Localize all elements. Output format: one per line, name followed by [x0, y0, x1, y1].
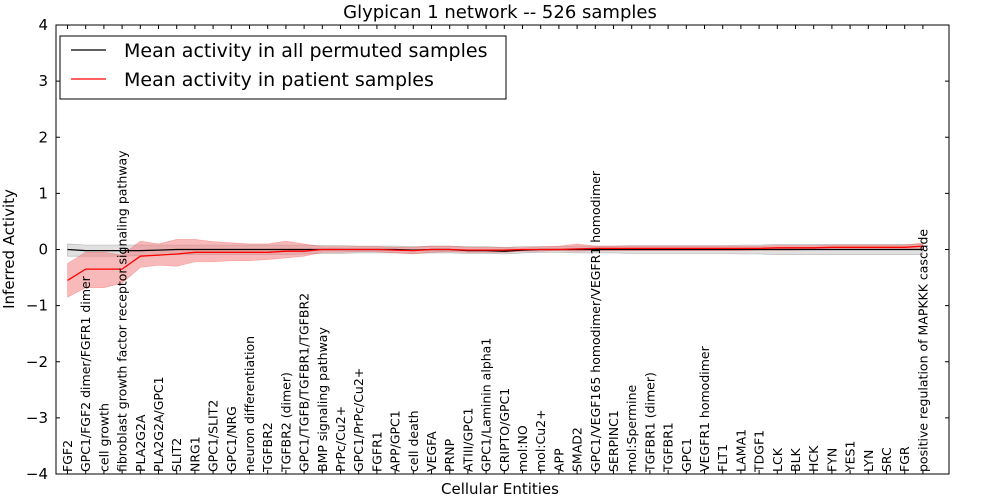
x-category-label: GPC1/PrPc/Cu2+: [351, 368, 366, 472]
x-category-label: CRIPTO/GPC1: [497, 388, 512, 472]
x-category-label: TDGF1: [752, 430, 767, 473]
x-category-label: VEGFA: [424, 431, 439, 472]
x-category-label: TGFBR1 (dimer): [642, 372, 657, 473]
legend-box: [59, 35, 507, 100]
x-category-label: PLA2G2A/GPC1: [151, 376, 166, 472]
x-category-label: neuron differentiation: [242, 336, 257, 472]
y-tick-label: −1: [26, 297, 48, 315]
x-category-label: FLT1: [715, 444, 730, 472]
x-category-label: BLK: [788, 447, 803, 472]
x-category-label: FYN: [824, 448, 839, 472]
legend-label-patient: Mean activity in patient samples: [124, 69, 434, 91]
x-category-label: GPC1/VEGF165 homodimer/VEGFR1 homodimer: [588, 170, 603, 472]
y-tick-label: −2: [26, 353, 48, 371]
y-tick-label: 2: [38, 128, 48, 146]
x-category-label: mol:NO: [515, 425, 530, 472]
x-category-label: TGFBR2: [260, 422, 275, 473]
x-category-label: FGF2: [60, 440, 75, 472]
x-category-label: positive regulation of MAPKKK cascade: [915, 229, 930, 472]
x-category-label: VEGFR1 homodimer: [697, 345, 712, 472]
y-tick-label: 1: [38, 184, 48, 202]
x-category-label: YES1: [843, 441, 858, 473]
x-category-label: SRC: [879, 447, 894, 472]
x-category-label: TGFBR1: [661, 422, 676, 473]
x-category-label: mol:Spermine: [624, 384, 639, 472]
x-category-label: SLIT2: [169, 438, 184, 472]
x-category-label: PRNP: [442, 438, 457, 472]
y-axis-label: Inferred Activity: [0, 189, 18, 309]
x-category-label: BMP signaling pathway: [315, 327, 330, 472]
x-category-label: NRG1: [187, 436, 202, 472]
series-lines: [67, 245, 923, 281]
x-category-label: GPC1/NRG: [224, 406, 239, 472]
x-category-label: GPC1/FGF2 dimer/FGFR1 dimer: [78, 275, 93, 472]
x-category-label: fibroblast growth factor receptor signal…: [115, 150, 130, 472]
x-category-label: cell growth: [96, 403, 111, 472]
y-tick-label: −3: [26, 409, 48, 427]
x-category-label: mol:Cu2+: [533, 409, 548, 472]
x-category-label: TGFBR2 (dimer): [278, 372, 293, 473]
y-tick-label: −4: [26, 465, 48, 483]
y-tick-label: 4: [38, 16, 48, 34]
y-axis-ticks: −4 −3 −2 −1 0 1 2 3 4: [26, 16, 949, 483]
x-category-label: GPC1/SLIT2: [206, 400, 221, 472]
x-category-label: cell death: [406, 410, 421, 472]
x-category-label: APP/GPC1: [388, 410, 403, 472]
legend-label-permuted: Mean activity in all permuted samples: [124, 40, 487, 62]
x-category-label: LYN: [861, 450, 876, 472]
x-category-label: SERPINC1: [606, 410, 621, 472]
y-tick-label: 3: [38, 72, 48, 90]
y-tick-label: 0: [38, 241, 48, 259]
x-category-label: LCK: [770, 447, 785, 472]
legend: Mean activity in all permuted samples Me…: [59, 35, 507, 100]
series-line-patient: [67, 245, 923, 281]
x-category-label: FGR: [897, 446, 912, 472]
chart-title: Glypican 1 network -- 526 samples: [343, 2, 657, 23]
x-category-label: GPC1/TGFB/TGFBR1/TGFBR2: [297, 293, 312, 472]
series-line-permuted: [67, 248, 923, 252]
x-category-label: FGFR1: [369, 431, 384, 472]
x-category-label: APP: [551, 448, 566, 472]
x-category-label: HCK: [806, 445, 821, 472]
x-category-label: GPC1: [679, 438, 694, 472]
x-axis-category-labels: FGF2 GPC1/FGF2 dimer/FGFR1 dimer cell grow…: [60, 25, 930, 474]
x-category-label: PrPc/Cu2+: [333, 406, 348, 472]
x-category-label: PLA2G2A: [133, 414, 148, 472]
x-category-label: LAMA1: [733, 429, 748, 472]
x-category-label: SMAD2: [570, 427, 585, 472]
x-category-label: GPC1/Laminin alpha1: [479, 338, 494, 472]
x-axis-label: Cellular Entities: [441, 480, 559, 498]
x-category-label: ATIII/GPC1: [460, 408, 475, 472]
